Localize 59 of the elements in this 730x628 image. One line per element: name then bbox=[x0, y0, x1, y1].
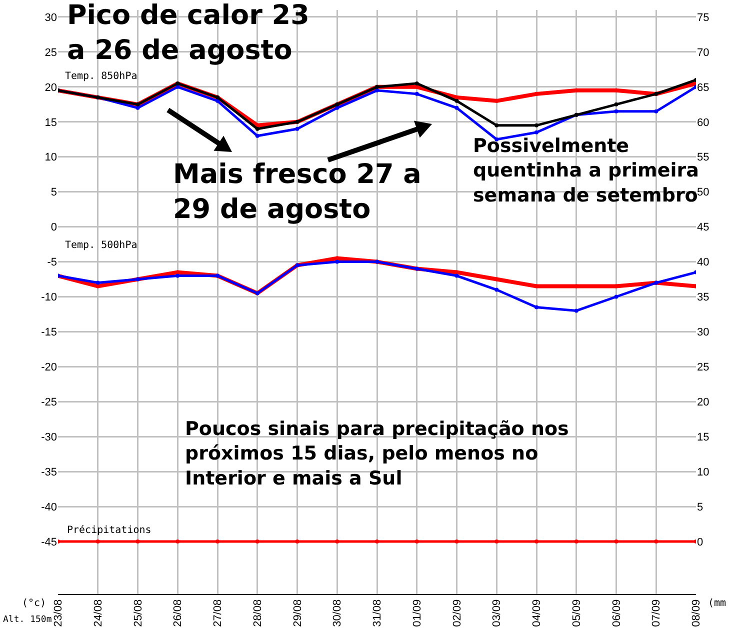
y-tick-label: 20 bbox=[44, 82, 57, 94]
annotation: Temp. 500hPa bbox=[65, 240, 138, 251]
y2-tick-label: 20 bbox=[697, 396, 710, 409]
y-tick-label: 15 bbox=[44, 116, 57, 129]
annotation: Pico de calor 23 a 26 de agosto bbox=[67, 0, 310, 66]
y-tick-label: -5 bbox=[47, 256, 57, 269]
text: Alt. 150m bbox=[3, 615, 52, 625]
y-tick-label: -40 bbox=[41, 501, 57, 514]
annotation: Poucos sinais para precipitação nos próximos 15 dias, pelo menos no Interior e mais a Sul bbox=[185, 418, 569, 490]
annotation: Possivelmente quentinha a primeira semana de setembro bbox=[473, 135, 699, 206]
x-tick-label: 04/09 bbox=[531, 599, 544, 627]
y2-tick-label: 5 bbox=[697, 501, 704, 514]
y2-tick-label: 0 bbox=[697, 536, 704, 548]
x-tick-label: 24/08 bbox=[92, 599, 104, 627]
x-tick-label: 29/08 bbox=[292, 599, 304, 627]
y-tick-label: 0 bbox=[50, 222, 57, 234]
x-tick-label: 26/08 bbox=[172, 599, 184, 627]
y-tick-label: -10 bbox=[41, 292, 57, 304]
annotation: Mais fresco 27 a 29 de agosto bbox=[173, 159, 422, 226]
y2-tick-label: 60 bbox=[697, 116, 710, 129]
x-tick-label: 06/09 bbox=[610, 599, 623, 627]
x-tick-label: 28/08 bbox=[252, 599, 264, 627]
y2-tick-label: 35 bbox=[697, 292, 710, 304]
y2-tick-label: 75 bbox=[697, 12, 710, 24]
y-tick-label: -45 bbox=[41, 536, 57, 548]
y-tick-label: -15 bbox=[41, 326, 57, 339]
y2-tick-label: 40 bbox=[697, 256, 710, 269]
y-tick-label: -20 bbox=[41, 362, 57, 374]
annotation: Temp. 850hPa bbox=[65, 71, 138, 82]
x-tick-label: 01/09 bbox=[411, 599, 424, 627]
y2-tick-label: 65 bbox=[697, 82, 710, 94]
y2-tick-label: 25 bbox=[697, 362, 710, 374]
y-tick-label: -25 bbox=[41, 396, 57, 409]
y2-tick-label: 45 bbox=[697, 222, 710, 234]
x-tick-label: 02/09 bbox=[451, 599, 464, 627]
y-tick-label: -35 bbox=[41, 466, 57, 478]
y2-tick-label: 70 bbox=[697, 46, 710, 59]
x-tick-label: 25/08 bbox=[132, 599, 144, 627]
y-tick-label: -30 bbox=[41, 431, 57, 444]
y2-tick-label: 15 bbox=[697, 431, 710, 444]
y-axis-title: (°c) bbox=[22, 598, 46, 609]
x-tick-label: 31/08 bbox=[372, 599, 384, 627]
y2-tick-label: 10 bbox=[697, 466, 710, 478]
y2-tick-label: 55 bbox=[697, 152, 710, 164]
y-tick-label: 25 bbox=[44, 46, 57, 59]
y2-axis-title: (mm bbox=[708, 598, 726, 609]
y2-tick-label: 30 bbox=[697, 326, 710, 339]
y-tick-label: 10 bbox=[44, 152, 57, 164]
x-tick-label: 08/09 bbox=[690, 599, 703, 627]
x-tick-label: 05/09 bbox=[570, 599, 583, 627]
x-tick-label: 03/09 bbox=[491, 599, 504, 627]
x-tick-label: 30/08 bbox=[332, 599, 344, 627]
y2-tick-label: 50 bbox=[697, 186, 710, 199]
y-tick-label: 30 bbox=[44, 12, 57, 24]
y-tick-label: 5 bbox=[50, 186, 57, 199]
x-tick-label: 23/08 bbox=[52, 599, 65, 627]
annotation: Précipitations bbox=[67, 525, 152, 536]
x-tick-label: 07/09 bbox=[650, 599, 663, 627]
x-tick-label: 27/08 bbox=[212, 599, 224, 627]
